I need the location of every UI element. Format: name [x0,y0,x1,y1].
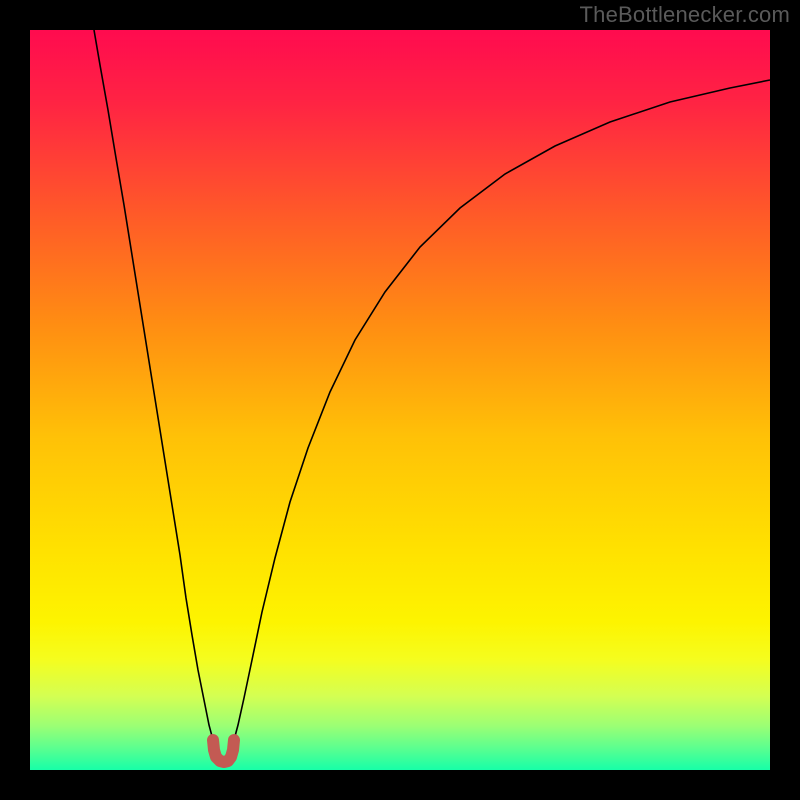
bottleneck-curve-chart [0,0,800,800]
watermark-text: TheBottlenecker.com [580,2,790,28]
gradient-plot-area [30,30,770,770]
chart-frame: TheBottlenecker.com [0,0,800,800]
